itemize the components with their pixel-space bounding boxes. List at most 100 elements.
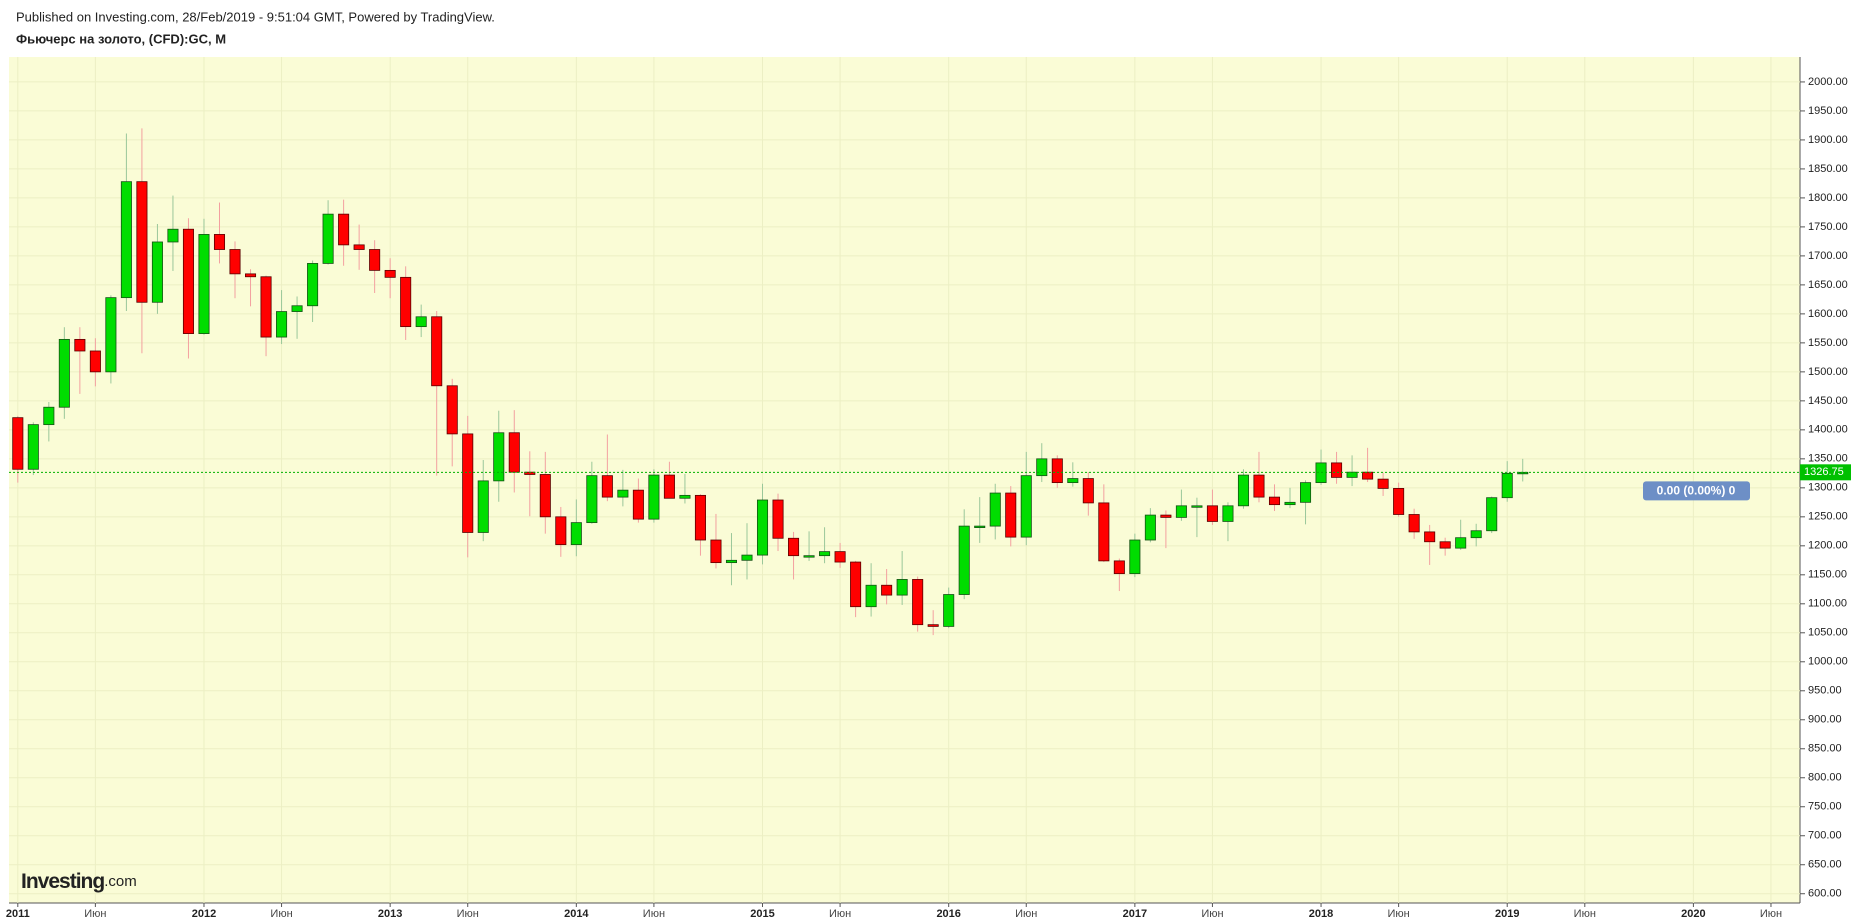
candle-body — [694, 494, 706, 541]
candle-body — [1268, 496, 1281, 506]
candle-body — [307, 263, 319, 307]
candle-body — [415, 316, 427, 328]
candle-body — [819, 551, 831, 557]
y-tick-label: 1750.00 — [1808, 221, 1848, 233]
candle-body — [291, 305, 303, 312]
grid — [9, 57, 1800, 903]
x-tick-label: Июн — [829, 908, 851, 920]
y-tick-label: 1100.00 — [1808, 598, 1847, 610]
candle-body — [927, 624, 939, 627]
x-tick-label: 2016 — [936, 908, 960, 920]
y-tick-label: 1350.00 — [1808, 453, 1848, 465]
candle-body — [493, 432, 505, 482]
y-tick-label: 850.00 — [1808, 743, 1842, 755]
candle-body — [648, 474, 660, 520]
y-tick-label: 1200.00 — [1808, 540, 1848, 552]
candle-body — [555, 516, 567, 546]
y-tick-label: 1550.00 — [1808, 337, 1848, 349]
y-tick-label: 1000.00 — [1808, 656, 1848, 668]
candle-body — [896, 579, 908, 596]
candle-body — [601, 475, 613, 498]
candle-body — [1051, 458, 1063, 484]
candle-body — [788, 537, 800, 557]
y-tick-label: 800.00 — [1808, 772, 1842, 784]
candle-body — [803, 555, 815, 558]
candle-body — [276, 311, 288, 338]
x-tick-label: Июн — [270, 908, 292, 920]
candle-body — [1439, 541, 1451, 549]
candle-body — [1175, 505, 1187, 518]
change-badge — [1643, 481, 1750, 501]
candle-body — [725, 559, 737, 564]
x-tick-label: Июн — [457, 908, 479, 920]
candle-body — [167, 228, 179, 243]
candle-body — [912, 579, 924, 626]
x-tick-label: Июн — [1387, 908, 1409, 920]
x-tick-label: 2011 — [6, 908, 30, 920]
candle-body — [974, 525, 986, 528]
candle-body — [958, 525, 970, 595]
candle-body — [477, 480, 489, 533]
candle-body — [1284, 501, 1296, 506]
candle-body — [1129, 539, 1141, 575]
candle-body — [1424, 531, 1436, 543]
candle-body — [1160, 514, 1172, 518]
candle-body — [741, 554, 753, 561]
y-tick-label: 1850.00 — [1808, 163, 1848, 175]
candle-body — [229, 249, 241, 275]
candle-body — [151, 241, 163, 303]
candle-body — [198, 234, 210, 334]
candle-body — [570, 522, 582, 546]
y-tick-label: 1050.00 — [1808, 627, 1848, 639]
chart-title: Фьючерс на золото, (CFD):GC, M — [16, 31, 226, 46]
candle-body — [43, 406, 55, 426]
candle-body — [1020, 475, 1032, 538]
y-tick-label: 950.00 — [1808, 685, 1842, 697]
candle-body — [710, 539, 722, 564]
candle-body — [213, 234, 226, 250]
candle-body — [369, 249, 381, 271]
x-tick-label: 2019 — [1495, 908, 1519, 920]
x-tick-label: Июн — [1015, 908, 1037, 920]
candle-body — [400, 276, 412, 328]
candle-body — [1005, 492, 1017, 538]
candle-body — [1253, 474, 1265, 498]
candle-body — [943, 594, 955, 627]
candle-body — [617, 489, 629, 498]
x-tick-label: Июн — [1760, 908, 1782, 920]
x-tick-label: 2013 — [378, 908, 402, 920]
candle-body — [322, 213, 334, 264]
candle-body — [120, 181, 132, 299]
candle-body — [431, 316, 443, 387]
x-tick-label: Июн — [1201, 908, 1223, 920]
candle-body — [1362, 471, 1374, 480]
candle-body — [881, 584, 893, 596]
candle-body — [105, 297, 117, 373]
candle-body — [1331, 462, 1343, 478]
candle-body — [1377, 478, 1389, 489]
candle-body — [1082, 478, 1094, 504]
candle-body — [772, 499, 784, 539]
x-tick-label: Июн — [643, 908, 665, 920]
y-tick-label: 1600.00 — [1808, 308, 1848, 320]
candle-body — [182, 228, 194, 334]
candle-body — [1486, 497, 1498, 532]
x-tick-label: Июн — [84, 908, 106, 920]
logo-name: Investing — [21, 870, 104, 893]
candle-body — [834, 551, 846, 563]
candle-body — [1222, 505, 1234, 522]
candle-body — [1470, 530, 1482, 539]
y-tick-label: 600.00 — [1808, 888, 1842, 900]
candle-body — [260, 276, 272, 338]
x-tick-label: Июн — [1574, 908, 1596, 920]
x-tick-label: 2018 — [1309, 908, 1333, 920]
last-price-label: 1326.75 — [1804, 466, 1844, 478]
change-label: 0.00 (0.00%) 0 — [1657, 483, 1736, 497]
axes: 600.00 650.00 700.00 750.00 800.00 850.00 900.… — [6, 76, 1851, 920]
y-tick-label: 1650.00 — [1808, 279, 1848, 291]
candle-body — [539, 474, 551, 518]
candle-body — [1393, 488, 1405, 515]
candle-body — [1036, 458, 1048, 477]
